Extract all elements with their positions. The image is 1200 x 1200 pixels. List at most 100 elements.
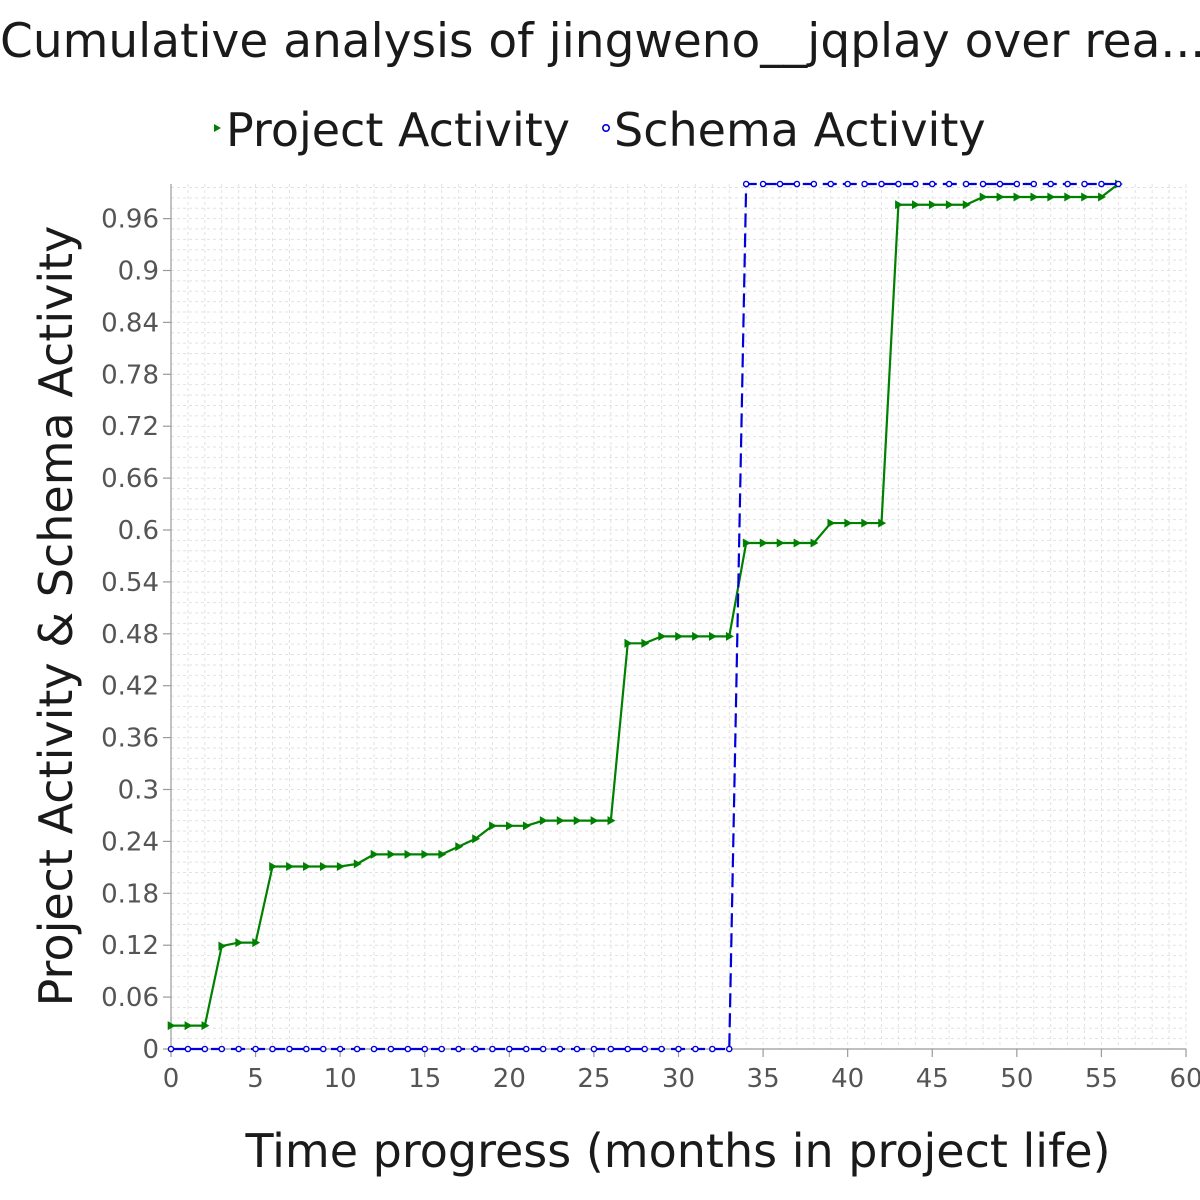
data-point xyxy=(928,200,937,210)
data-point xyxy=(387,1045,395,1053)
y-tick-label: 0 xyxy=(142,1035,159,1065)
data-point xyxy=(624,1045,632,1053)
data-point xyxy=(776,538,785,548)
x-tick-label: 35 xyxy=(747,1064,780,1094)
legend-item-project-activity: Project Activity xyxy=(214,103,570,157)
data-point xyxy=(489,821,498,831)
data-point xyxy=(1013,192,1022,202)
y-tick-label: 0.24 xyxy=(101,827,159,857)
data-point xyxy=(404,1045,412,1053)
data-point xyxy=(319,861,328,872)
data-point xyxy=(319,1045,327,1053)
data-point xyxy=(895,200,904,210)
data-point xyxy=(336,861,345,872)
data-point xyxy=(1064,192,1073,202)
data-point xyxy=(387,849,396,859)
data-point xyxy=(725,1045,733,1053)
x-tick-label: 5 xyxy=(247,1064,264,1094)
data-point xyxy=(1064,180,1071,188)
data-point xyxy=(725,631,734,641)
x-tick-label: 60 xyxy=(1169,1064,1200,1094)
y-tick-label: 0.06 xyxy=(101,983,159,1013)
legend-marker-triangle xyxy=(214,124,221,132)
x-tick-label: 55 xyxy=(1085,1064,1118,1094)
data-point xyxy=(269,1045,276,1053)
data-point xyxy=(1013,180,1021,188)
data-point xyxy=(167,1045,175,1053)
data-point xyxy=(353,859,362,869)
y-tick-label: 0.72 xyxy=(101,412,159,442)
y-tick-label: 0.6 xyxy=(118,516,159,546)
data-point xyxy=(844,518,853,528)
data-point xyxy=(979,192,988,202)
data-point xyxy=(607,816,616,826)
data-point xyxy=(455,1045,462,1053)
data-point xyxy=(218,1045,226,1053)
data-point xyxy=(912,180,919,188)
y-tick-label: 0.3 xyxy=(118,776,159,806)
data-point xyxy=(201,1021,210,1031)
x-tick-label: 15 xyxy=(408,1064,441,1094)
y-tick-label: 0.42 xyxy=(101,672,159,702)
data-point xyxy=(962,180,970,188)
data-point xyxy=(472,834,481,844)
x-tick-label: 30 xyxy=(662,1064,695,1094)
data-point xyxy=(438,1045,445,1053)
data-point xyxy=(759,538,768,548)
data-point xyxy=(506,1045,513,1053)
y-tick-label: 0.54 xyxy=(101,568,159,598)
data-point xyxy=(996,180,1004,188)
data-point xyxy=(827,180,835,188)
data-point xyxy=(472,1045,479,1053)
y-tick-label: 0.18 xyxy=(101,879,159,909)
series-schema-activity xyxy=(167,180,1122,1053)
y-tick-label: 0.12 xyxy=(101,931,159,961)
data-point xyxy=(252,1045,259,1053)
data-point xyxy=(759,180,767,188)
grid xyxy=(170,184,1187,1050)
x-axis-title: Time progress (months in project life) xyxy=(244,1124,1110,1178)
data-point xyxy=(1047,180,1054,188)
y-axis-title: Project Activity & Schema Activity xyxy=(29,226,83,1007)
data-point xyxy=(184,1045,192,1053)
data-point xyxy=(235,1045,242,1053)
data-point xyxy=(522,1045,530,1053)
data-point xyxy=(506,821,514,831)
data-point xyxy=(303,1045,310,1053)
data-point xyxy=(218,941,227,951)
data-point xyxy=(658,631,667,641)
data-point xyxy=(370,849,379,859)
data-point xyxy=(489,1045,496,1053)
data-point xyxy=(607,1045,615,1053)
data-point xyxy=(573,816,582,826)
data-point xyxy=(539,1045,547,1053)
data-point xyxy=(945,200,954,210)
data-point xyxy=(1098,192,1107,202)
data-point xyxy=(556,816,565,826)
data-point xyxy=(878,518,887,528)
data-point xyxy=(742,180,750,188)
data-point xyxy=(353,1045,361,1053)
data-point xyxy=(370,1045,378,1053)
data-point xyxy=(286,1045,293,1053)
series-project-activity xyxy=(167,179,1123,1031)
data-point xyxy=(793,538,802,548)
data-point xyxy=(979,180,987,188)
data-point xyxy=(675,1045,682,1053)
data-point xyxy=(303,861,311,872)
data-point xyxy=(1030,192,1039,202)
chart-title: Cumulative analysis of jingweno__jqplay … xyxy=(0,14,1200,69)
legend-marker-circle xyxy=(601,124,610,133)
x-tick-label: 20 xyxy=(493,1064,526,1094)
data-point xyxy=(1115,180,1122,188)
data-point xyxy=(1081,180,1088,188)
data-point xyxy=(810,538,819,548)
data-point xyxy=(641,1045,648,1053)
data-point xyxy=(235,938,244,948)
data-point xyxy=(861,180,868,188)
data-point xyxy=(675,631,684,641)
data-point xyxy=(793,180,801,188)
data-point xyxy=(522,821,531,831)
series-layer xyxy=(167,179,1123,1053)
data-point xyxy=(286,861,295,872)
